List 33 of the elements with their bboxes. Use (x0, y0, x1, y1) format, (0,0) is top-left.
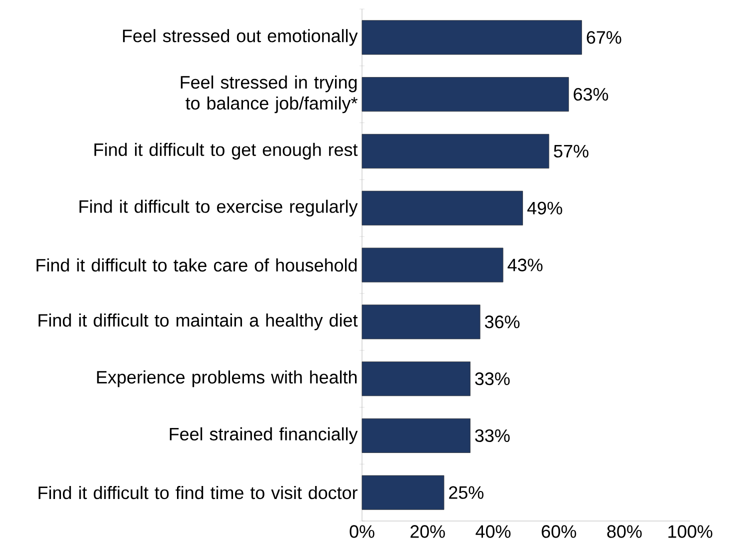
x-tick-label: 0% (350, 525, 374, 538)
y-tick-label: Feel stressed in trying to balance job/family* (180, 76, 358, 114)
bar (362, 304, 480, 340)
data-label: 43% (508, 258, 542, 272)
y-tick-label: Find it difficult to get enough rest (94, 142, 358, 160)
y-tick-label: Find it difficult to exercise regularly (80, 200, 358, 216)
x-tick-label: 60% (542, 525, 576, 538)
data-label: 57% (554, 144, 588, 158)
y-tick-label: Find it difficult to find time to visit doctor (38, 486, 358, 500)
bar (362, 190, 523, 226)
data-label: 49% (527, 202, 562, 214)
data-label: 36% (484, 316, 520, 328)
bar (362, 362, 470, 396)
y-tick-label: Feel stressed out emotionally (123, 29, 358, 46)
bar (362, 248, 504, 282)
bar (362, 418, 470, 453)
data-label: 33% (475, 429, 510, 442)
data-label: 63% (574, 88, 608, 101)
bar (362, 20, 582, 55)
x-tick-label: 40% (476, 525, 511, 538)
y-tick-label: Experience problems with health (97, 370, 357, 388)
data-label: 25% (449, 486, 484, 499)
data-label: 67% (586, 31, 622, 44)
y-tick-label: Find it difficult to take care of household (36, 258, 357, 272)
bar (362, 475, 444, 510)
bar (362, 77, 569, 112)
x-tick-label: 80% (607, 525, 642, 538)
x-tick-label: 20% (410, 525, 445, 538)
y-tick-label: Find it difficult to maintain a healthy diet (38, 314, 358, 330)
data-label: 33% (475, 372, 510, 386)
bar (362, 134, 550, 168)
y-tick-label: Feel strained financially (170, 427, 358, 444)
x-tick-label: 100% (668, 525, 712, 538)
